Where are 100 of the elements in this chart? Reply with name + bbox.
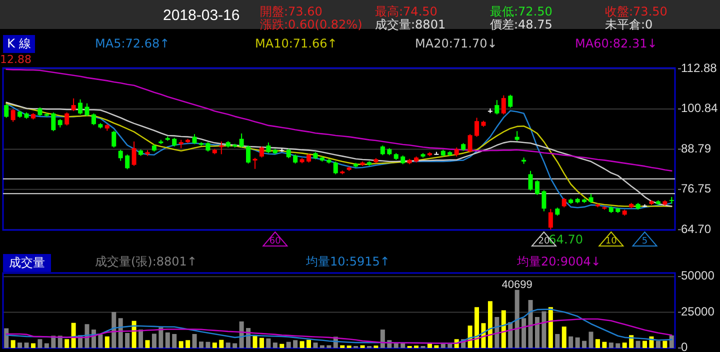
bar: [340, 345, 345, 348]
bar: [158, 327, 164, 348]
bar: [575, 337, 580, 348]
candlestick: [494, 100, 500, 115]
candlestick: [534, 180, 540, 196]
bar: [24, 342, 29, 348]
y-tick-label: 0: [681, 340, 688, 352]
bar: [112, 312, 116, 348]
bar: [10, 340, 16, 348]
candlestick: [454, 146, 459, 158]
bar: [186, 340, 190, 348]
candlestick: [508, 94, 513, 108]
bar: [582, 340, 587, 348]
bar: [104, 336, 110, 348]
bar: [178, 341, 184, 348]
candlestick: [333, 161, 338, 175]
y-tick-label: 50000: [681, 268, 715, 283]
bar: [394, 343, 398, 348]
bar: [118, 318, 123, 348]
bar: [219, 340, 224, 348]
text: 最低:72.50: [490, 4, 552, 18]
candlestick: [132, 140, 136, 166]
candlestick: [501, 94, 506, 115]
candlestick: [4, 104, 9, 118]
y-tick-label: 76.75: [681, 182, 712, 196]
bar: [212, 342, 217, 348]
bar: [608, 342, 614, 348]
y-tick-label: 25000: [681, 304, 715, 318]
candlestick: [286, 148, 291, 159]
text: 未平倉:0: [605, 17, 653, 32]
text: 均量20:9004↓: [516, 254, 601, 268]
bar: [448, 344, 452, 348]
candlestick: [548, 208, 553, 230]
candlestick: [91, 112, 96, 126]
bar: [568, 336, 574, 348]
bar: [206, 342, 210, 348]
bar: [71, 322, 76, 348]
bar: [669, 335, 674, 348]
text: 均量10:5915↑: [305, 254, 390, 268]
candlestick: [588, 193, 594, 204]
bar: [252, 336, 258, 348]
candlestick: [112, 130, 116, 148]
text: 最高:74.50: [375, 4, 438, 18]
bar: [266, 338, 271, 348]
text: 成交量:8801: [375, 17, 446, 32]
bar: [588, 332, 594, 348]
candlestick: [78, 98, 83, 115]
bar: [125, 333, 130, 348]
candlestick: [252, 157, 258, 170]
line-series: [6, 68, 672, 172]
bar: [18, 342, 22, 348]
bar: [555, 334, 560, 348]
bar: [440, 344, 446, 348]
bar: [548, 307, 553, 348]
bar: [494, 317, 500, 348]
bar: [595, 339, 600, 348]
candlestick: [192, 134, 197, 145]
text: MA10:71.66↑: [255, 36, 338, 50]
bar: [636, 340, 640, 348]
bar: [326, 345, 332, 348]
text: K 線: [7, 36, 31, 50]
bar: [360, 345, 365, 348]
text: 5: [642, 236, 648, 246]
bar: [259, 338, 264, 348]
text: 價差:48.75: [490, 17, 552, 32]
bar: [534, 317, 540, 348]
bar: [528, 300, 533, 348]
bar: [656, 340, 660, 348]
text: 12.88: [0, 53, 32, 66]
candlestick: [125, 154, 130, 170]
candlestick: [542, 190, 546, 212]
candlestick: [293, 154, 298, 164]
candlestick: [246, 144, 251, 164]
bar: [306, 340, 312, 348]
bar: [662, 340, 668, 348]
bar: [172, 334, 177, 348]
bar: [145, 340, 150, 348]
bar: [30, 343, 36, 348]
bar: [434, 345, 439, 348]
bar: [98, 334, 103, 348]
candlestick: [239, 132, 244, 148]
candlestick: [528, 170, 533, 192]
bar: [293, 340, 298, 348]
candlestick: [266, 142, 271, 154]
text: 成交量: [9, 255, 45, 270]
text: 20: [538, 236, 550, 246]
bar: [313, 342, 318, 348]
bar: [380, 330, 385, 348]
bar: [474, 307, 480, 348]
candlestick: [380, 144, 385, 156]
text: 60: [269, 236, 282, 246]
bar: [522, 318, 526, 348]
bar: [320, 345, 324, 348]
bar: [488, 301, 492, 348]
text: 開盤:73.60: [260, 4, 322, 18]
data-label: 40699: [502, 278, 532, 291]
bar: [132, 320, 136, 348]
candlestick: [259, 146, 264, 158]
y-tick-label: 88.79: [681, 141, 712, 156]
bar: [239, 321, 244, 348]
